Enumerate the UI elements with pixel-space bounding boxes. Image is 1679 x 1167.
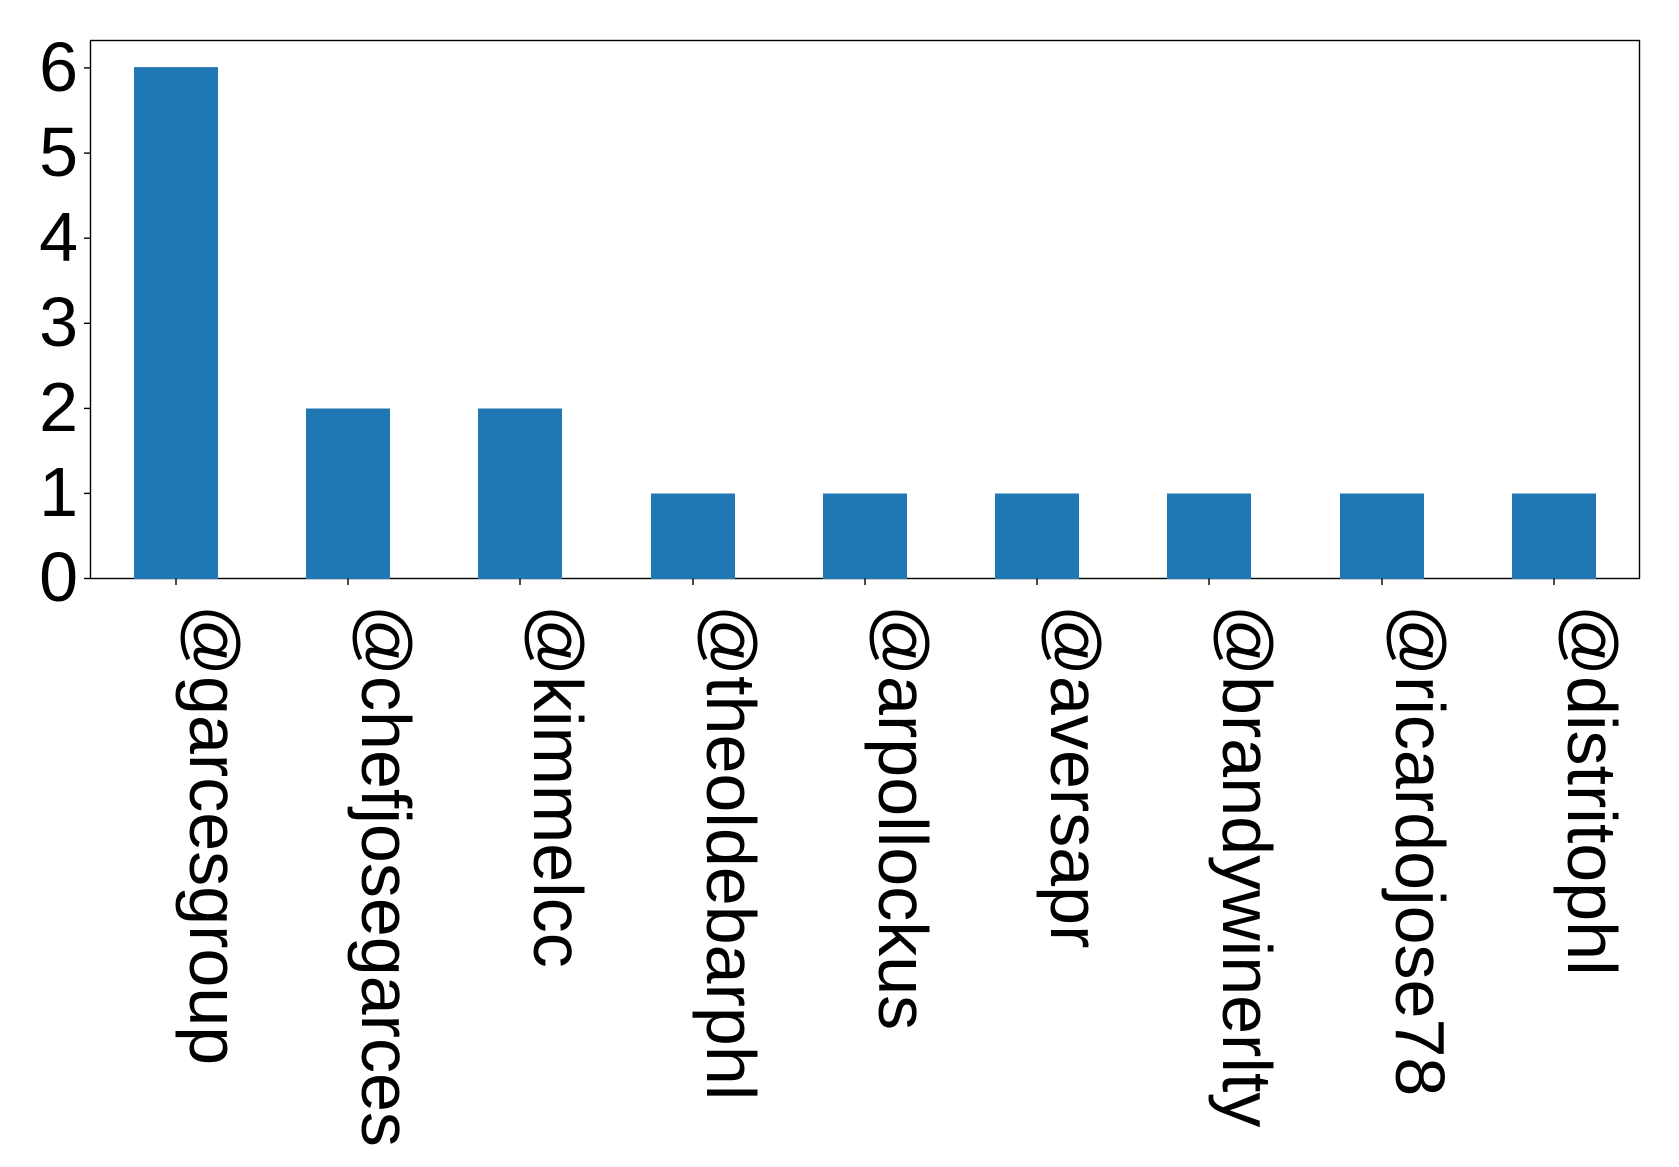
svg-text:5: 5: [39, 113, 78, 191]
svg-text:4: 4: [39, 198, 78, 276]
svg-text:@brandywinerlty: @brandywinerlty: [1208, 605, 1286, 1127]
svg-text:6: 6: [39, 28, 78, 106]
svg-text:@aversapr: @aversapr: [1036, 605, 1114, 948]
svg-text:0: 0: [39, 538, 78, 616]
svg-text:@theoldebarphl: @theoldebarphl: [692, 605, 770, 1100]
svg-text:@arpollockus: @arpollockus: [864, 605, 942, 1030]
svg-text:@distritophl: @distritophl: [1553, 605, 1631, 976]
svg-text:3: 3: [39, 283, 78, 361]
svg-text:@garcesgroup: @garcesgroup: [175, 605, 253, 1065]
svg-text:@ricardojose78: @ricardojose78: [1381, 605, 1459, 1096]
svg-text:1: 1: [39, 453, 78, 531]
svg-text:@chefjosegarces: @chefjosegarces: [347, 605, 425, 1147]
svg-text:2: 2: [39, 368, 78, 446]
svg-text:@kimmelcc: @kimmelcc: [519, 605, 597, 968]
